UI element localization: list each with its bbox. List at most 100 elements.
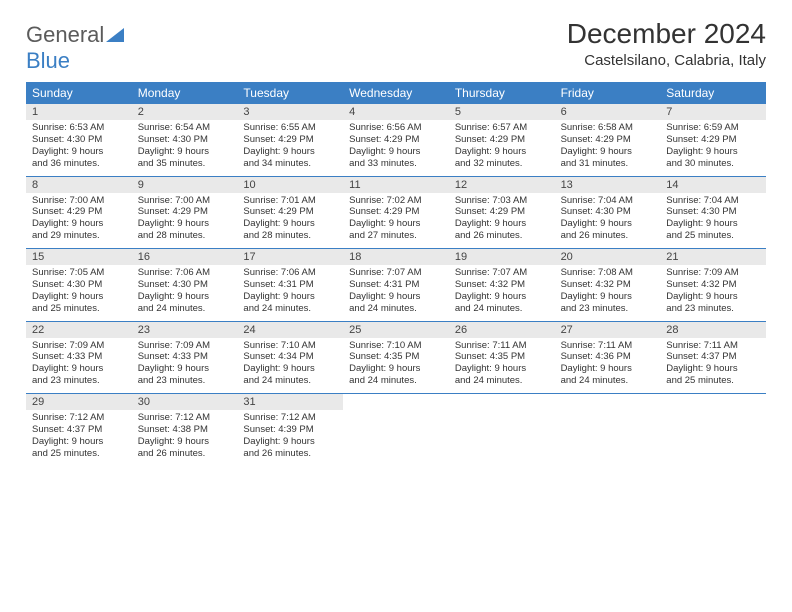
day-details: Sunrise: 6:53 AMSunset: 4:30 PMDaylight:… (26, 120, 132, 170)
day-details: Sunrise: 7:10 AMSunset: 4:34 PMDaylight:… (237, 338, 343, 388)
calendar-cell (449, 394, 555, 466)
day-details: Sunrise: 7:07 AMSunset: 4:32 PMDaylight:… (449, 265, 555, 315)
calendar-cell: 7Sunrise: 6:59 AMSunset: 4:29 PMDaylight… (660, 104, 766, 176)
detail-line: Sunrise: 7:11 AM (561, 340, 655, 352)
detail-line: Sunset: 4:30 PM (561, 206, 655, 218)
day-number: 26 (449, 322, 555, 338)
detail-line: Sunset: 4:31 PM (243, 279, 337, 291)
detail-line: Sunrise: 7:07 AM (349, 267, 443, 279)
detail-line: Sunset: 4:35 PM (455, 351, 549, 363)
detail-line: Daylight: 9 hours (561, 363, 655, 375)
day-details: Sunrise: 7:07 AMSunset: 4:31 PMDaylight:… (343, 265, 449, 315)
detail-line: Daylight: 9 hours (666, 218, 760, 230)
detail-line: and 26 minutes. (243, 448, 337, 460)
calendar-cell: 3Sunrise: 6:55 AMSunset: 4:29 PMDaylight… (237, 104, 343, 176)
calendar-cell: 11Sunrise: 7:02 AMSunset: 4:29 PMDayligh… (343, 177, 449, 249)
detail-line: and 26 minutes. (455, 230, 549, 242)
detail-line: Sunrise: 7:03 AM (455, 195, 549, 207)
calendar-cell: 29Sunrise: 7:12 AMSunset: 4:37 PMDayligh… (26, 394, 132, 466)
detail-line: Sunset: 4:32 PM (455, 279, 549, 291)
calendar-cell: 18Sunrise: 7:07 AMSunset: 4:31 PMDayligh… (343, 249, 449, 321)
calendar-cell: 10Sunrise: 7:01 AMSunset: 4:29 PMDayligh… (237, 177, 343, 249)
calendar-cell (555, 394, 661, 466)
detail-line: Sunrise: 7:11 AM (666, 340, 760, 352)
detail-line: Daylight: 9 hours (666, 363, 760, 375)
detail-line: Daylight: 9 hours (32, 291, 126, 303)
logo-text: General Blue (26, 22, 124, 74)
detail-line: Daylight: 9 hours (349, 363, 443, 375)
calendar-cell: 28Sunrise: 7:11 AMSunset: 4:37 PMDayligh… (660, 322, 766, 394)
day-details: Sunrise: 7:00 AMSunset: 4:29 PMDaylight:… (132, 193, 238, 243)
detail-line: Daylight: 9 hours (138, 218, 232, 230)
location-subtitle: Castelsilano, Calabria, Italy (567, 52, 766, 69)
calendar-cell: 31Sunrise: 7:12 AMSunset: 4:39 PMDayligh… (237, 394, 343, 466)
calendar-cell: 6Sunrise: 6:58 AMSunset: 4:29 PMDaylight… (555, 104, 661, 176)
calendar-cell: 24Sunrise: 7:10 AMSunset: 4:34 PMDayligh… (237, 322, 343, 394)
day-details: Sunrise: 6:59 AMSunset: 4:29 PMDaylight:… (660, 120, 766, 170)
day-details: Sunrise: 6:55 AMSunset: 4:29 PMDaylight:… (237, 120, 343, 170)
detail-line: and 33 minutes. (349, 158, 443, 170)
detail-line: Sunset: 4:30 PM (138, 279, 232, 291)
detail-line: and 25 minutes. (666, 230, 760, 242)
detail-line: Sunset: 4:29 PM (138, 206, 232, 218)
calendar-week: 8Sunrise: 7:00 AMSunset: 4:29 PMDaylight… (26, 177, 766, 250)
day-number: 8 (26, 177, 132, 193)
triangle-icon (106, 28, 124, 47)
detail-line: Daylight: 9 hours (243, 291, 337, 303)
day-details: Sunrise: 7:11 AMSunset: 4:37 PMDaylight:… (660, 338, 766, 388)
calendar-cell: 5Sunrise: 6:57 AMSunset: 4:29 PMDaylight… (449, 104, 555, 176)
detail-line: and 24 minutes. (243, 375, 337, 387)
day-number: 20 (555, 249, 661, 265)
detail-line: and 24 minutes. (138, 303, 232, 315)
calendar-cell: 12Sunrise: 7:03 AMSunset: 4:29 PMDayligh… (449, 177, 555, 249)
detail-line: Sunrise: 7:05 AM (32, 267, 126, 279)
detail-line: Daylight: 9 hours (138, 146, 232, 158)
day-details: Sunrise: 7:03 AMSunset: 4:29 PMDaylight:… (449, 193, 555, 243)
detail-line: Daylight: 9 hours (138, 291, 232, 303)
day-number: 12 (449, 177, 555, 193)
day-header: Wednesday (343, 82, 449, 104)
detail-line: and 30 minutes. (666, 158, 760, 170)
day-details: Sunrise: 7:09 AMSunset: 4:33 PMDaylight:… (26, 338, 132, 388)
detail-line: Sunrise: 7:08 AM (561, 267, 655, 279)
detail-line: and 25 minutes. (666, 375, 760, 387)
detail-line: Sunrise: 6:53 AM (32, 122, 126, 134)
calendar-cell: 27Sunrise: 7:11 AMSunset: 4:36 PMDayligh… (555, 322, 661, 394)
detail-line: Sunrise: 7:11 AM (455, 340, 549, 352)
calendar-cell: 8Sunrise: 7:00 AMSunset: 4:29 PMDaylight… (26, 177, 132, 249)
detail-line: Daylight: 9 hours (666, 291, 760, 303)
day-header: Monday (132, 82, 238, 104)
day-number: 17 (237, 249, 343, 265)
day-number: 31 (237, 394, 343, 410)
detail-line: Sunrise: 7:00 AM (32, 195, 126, 207)
detail-line: Sunrise: 7:06 AM (243, 267, 337, 279)
day-number: 13 (555, 177, 661, 193)
header: General Blue December 2024 Castelsilano,… (26, 18, 766, 74)
detail-line: Sunrise: 7:00 AM (138, 195, 232, 207)
calendar-week: 29Sunrise: 7:12 AMSunset: 4:37 PMDayligh… (26, 394, 766, 466)
detail-line: and 24 minutes. (455, 375, 549, 387)
detail-line: and 24 minutes. (349, 303, 443, 315)
detail-line: Sunrise: 6:55 AM (243, 122, 337, 134)
calendar-cell: 1Sunrise: 6:53 AMSunset: 4:30 PMDaylight… (26, 104, 132, 176)
detail-line: Daylight: 9 hours (349, 146, 443, 158)
calendar-cell (660, 394, 766, 466)
day-number: 1 (26, 104, 132, 120)
day-number: 23 (132, 322, 238, 338)
day-number: 27 (555, 322, 661, 338)
detail-line: and 24 minutes. (561, 375, 655, 387)
detail-line: Sunset: 4:29 PM (243, 134, 337, 146)
calendar-week: 15Sunrise: 7:05 AMSunset: 4:30 PMDayligh… (26, 249, 766, 322)
day-details: Sunrise: 7:01 AMSunset: 4:29 PMDaylight:… (237, 193, 343, 243)
day-details: Sunrise: 6:58 AMSunset: 4:29 PMDaylight:… (555, 120, 661, 170)
detail-line: Daylight: 9 hours (455, 146, 549, 158)
calendar-week: 1Sunrise: 6:53 AMSunset: 4:30 PMDaylight… (26, 104, 766, 177)
detail-line: Daylight: 9 hours (349, 291, 443, 303)
detail-line: Sunrise: 7:04 AM (666, 195, 760, 207)
detail-line: Sunset: 4:30 PM (666, 206, 760, 218)
detail-line: Sunrise: 6:57 AM (455, 122, 549, 134)
day-header: Saturday (660, 82, 766, 104)
detail-line: and 35 minutes. (138, 158, 232, 170)
day-header: Tuesday (237, 82, 343, 104)
day-details: Sunrise: 7:00 AMSunset: 4:29 PMDaylight:… (26, 193, 132, 243)
